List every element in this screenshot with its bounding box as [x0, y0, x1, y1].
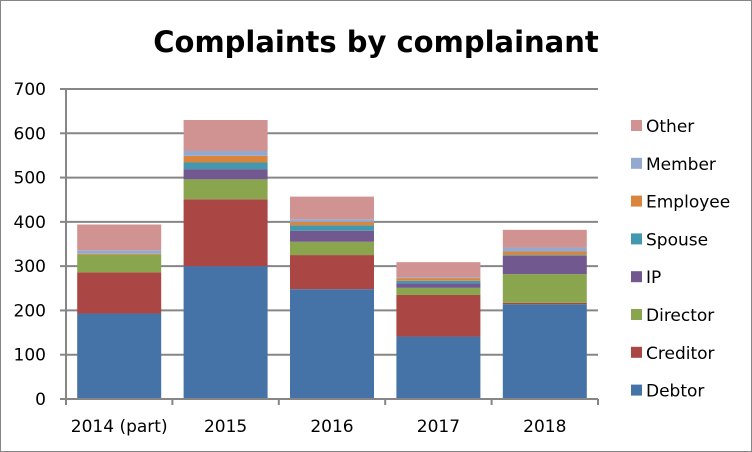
y-tick-label: 100 — [14, 346, 46, 366]
legend-swatch — [631, 233, 642, 245]
legend-item-ip: IP — [631, 268, 661, 288]
bar-segment-debtor — [77, 313, 162, 399]
bar-segment-debtor — [183, 266, 268, 399]
bar-segment-director — [290, 241, 374, 256]
x-tick-label: 2016 — [310, 417, 353, 437]
bar-segment-creditor — [290, 255, 374, 290]
legend-swatch — [631, 157, 642, 169]
bar-segment-employee — [290, 221, 374, 226]
bar-segment-other — [183, 120, 268, 151]
legend-item-director: Director — [631, 306, 714, 326]
y-tick-label: 600 — [14, 124, 46, 144]
legend-label: Employee — [646, 193, 730, 213]
bar-segment-other — [77, 224, 162, 251]
y-tick-label: 500 — [14, 169, 46, 189]
bar-segment-member — [502, 247, 587, 252]
bar-segment-member — [77, 250, 162, 254]
y-tick-label: 300 — [14, 257, 46, 277]
bar-segment-ip — [290, 230, 374, 242]
bar-segment-creditor — [396, 294, 481, 337]
bar-segment-creditor — [77, 272, 162, 314]
bar-segment-employee — [502, 251, 587, 256]
legend-item-spouse: Spouse — [631, 230, 708, 250]
legend-swatch — [631, 384, 642, 396]
legend-label: Member — [646, 155, 716, 175]
legend-swatch — [631, 271, 642, 283]
bar-segment-director — [502, 274, 587, 303]
y-tick-label: 200 — [14, 301, 46, 321]
y-axis-ticks: 0 100 200 300 400 500 600 700 — [14, 80, 46, 410]
x-tick-label: 2018 — [523, 417, 566, 437]
legend-item-creditor: Creditor — [631, 344, 715, 364]
bar-segment-debtor — [396, 336, 481, 399]
bar-segment-spouse — [502, 255, 587, 256]
legend-label: Director — [646, 306, 714, 326]
bar-segment-ip — [396, 283, 481, 288]
bar-segment-other — [290, 196, 374, 220]
bar-segment-ip — [502, 255, 587, 275]
legend-swatch — [631, 195, 642, 207]
x-axis-ticks: 2014 (part) 2015 2016 2017 2018 — [71, 417, 567, 437]
legend-swatch — [631, 309, 642, 320]
bar-segment-director — [77, 254, 162, 273]
x-tick-label: 2014 (part) — [71, 417, 168, 437]
legend: Other Member Employee Spouse IP Director Credi… — [631, 117, 730, 402]
x-tick-label: 2017 — [417, 417, 460, 437]
bar-segment-director — [183, 179, 268, 200]
bar-segment-debtor — [290, 289, 374, 399]
bar-segment-employee — [77, 253, 162, 255]
chart-title: Complaints by complainant — [153, 25, 599, 59]
legend-label: Creditor — [646, 344, 715, 364]
bar-segment-employee — [396, 278, 481, 281]
legend-item-member: Member — [631, 155, 716, 175]
bar-segment-creditor — [183, 199, 268, 267]
bar-segment-other — [396, 262, 481, 278]
bar-segment-other — [502, 229, 587, 248]
legend-item-debtor: Debtor — [631, 382, 704, 402]
legend-label: Spouse — [646, 230, 708, 250]
bar-segment-spouse — [290, 225, 374, 231]
axes — [60, 88, 599, 405]
bar-segment-debtor — [502, 304, 587, 399]
y-tick-label: 0 — [35, 390, 46, 410]
bar-segment-member — [396, 277, 481, 279]
bar-segment-member — [183, 151, 268, 156]
x-tick-label: 2015 — [204, 417, 247, 437]
bars — [77, 120, 587, 399]
y-tick-label: 400 — [14, 213, 46, 233]
legend-item-employee: Employee — [631, 193, 730, 213]
bar-segment-director — [396, 287, 481, 295]
bar-segment-ip — [183, 169, 268, 180]
bar-segment-creditor — [502, 302, 587, 305]
legend-label: Debtor — [646, 382, 704, 402]
bar-segment-spouse — [396, 280, 481, 284]
legend-label: Other — [646, 117, 694, 137]
legend-item-other: Other — [631, 117, 694, 137]
bar-segment-member — [290, 219, 374, 222]
legend-swatch — [631, 120, 642, 131]
y-tick-label: 700 — [14, 80, 46, 100]
bar-segment-spouse — [183, 162, 268, 170]
legend-swatch — [631, 346, 642, 358]
bar-segment-employee — [183, 155, 268, 163]
legend-label: IP — [646, 268, 661, 288]
